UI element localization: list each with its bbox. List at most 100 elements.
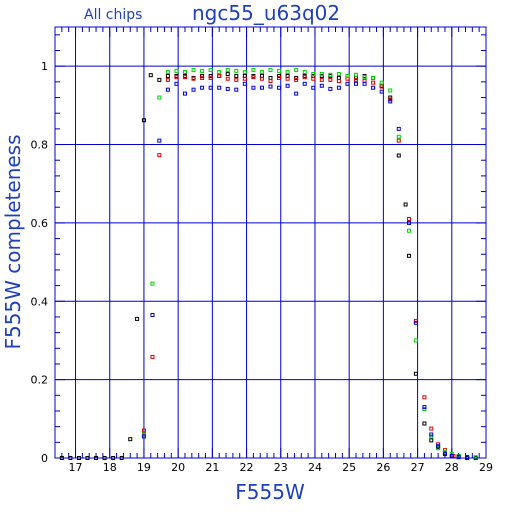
data-point: [157, 77, 162, 82]
data-point: [371, 75, 376, 80]
series-4: [141, 81, 470, 460]
data-point: [208, 85, 213, 90]
data-point: [200, 85, 205, 90]
data-point: [379, 84, 384, 89]
data-point: [354, 77, 359, 82]
y-tick-label: 0.2: [31, 374, 49, 387]
data-point: [174, 68, 179, 73]
data-point: [345, 73, 350, 78]
data-point: [191, 87, 196, 92]
ticks: [54, 27, 487, 459]
data-point: [234, 87, 239, 92]
data-point: [200, 68, 205, 73]
data-point: [217, 70, 222, 75]
data-point: [311, 85, 316, 90]
data-point: [182, 75, 187, 80]
plot-frame: [54, 26, 487, 459]
data-point: [150, 354, 155, 359]
data-point: [354, 81, 359, 86]
data-point: [135, 316, 140, 321]
data-point: [141, 434, 146, 439]
data-point: [396, 153, 401, 158]
data-point: [277, 75, 282, 80]
data-point: [388, 88, 393, 93]
data-point: [259, 85, 264, 90]
data-point: [328, 72, 333, 77]
data-point: [251, 85, 256, 90]
data-point: [225, 72, 230, 77]
y-axis-label: F555W completeness: [1, 134, 25, 349]
data-point: [294, 77, 299, 82]
data-points: [59, 68, 478, 460]
data-point: [200, 75, 205, 80]
data-point: [379, 80, 384, 85]
data-point: [234, 73, 239, 78]
data-point: [285, 83, 290, 88]
data-point: [191, 68, 196, 73]
data-point: [371, 85, 376, 90]
x-tick-label: 24: [308, 461, 322, 474]
data-point: [268, 79, 273, 84]
data-point: [319, 83, 324, 88]
y-tick-label: 0: [41, 452, 48, 465]
data-point: [311, 76, 316, 81]
data-point: [285, 76, 290, 81]
data-point: [277, 85, 282, 90]
data-point: [302, 75, 307, 80]
data-point: [328, 86, 333, 91]
chart-title: ngc55_u63q02: [192, 1, 340, 25]
data-point: [268, 68, 273, 73]
data-point: [242, 76, 247, 81]
data-point: [277, 68, 282, 73]
data-point: [436, 444, 441, 449]
data-point: [268, 84, 273, 89]
data-point: [294, 68, 299, 73]
chart-subtitle: All chips: [84, 7, 142, 23]
data-point: [429, 438, 434, 443]
data-point: [362, 81, 367, 86]
data-point: [217, 73, 222, 78]
x-tick-label: 28: [445, 461, 459, 474]
data-point: [165, 77, 170, 82]
data-point: [336, 72, 341, 77]
y-tick-label: 0.8: [31, 139, 49, 152]
data-point: [242, 70, 247, 75]
data-point: [259, 76, 264, 81]
x-tick-label: 29: [479, 461, 493, 474]
data-point: [182, 91, 187, 96]
data-point: [148, 73, 153, 78]
data-point: [379, 89, 384, 94]
data-point: [234, 68, 239, 73]
data-point: [174, 81, 179, 86]
data-point: [336, 85, 341, 90]
data-point: [294, 91, 299, 96]
data-point: [242, 81, 247, 86]
data-point: [354, 72, 359, 77]
data-point: [157, 138, 162, 143]
data-point: [259, 70, 264, 75]
data-point: [403, 202, 408, 207]
data-point: [225, 86, 230, 91]
data-point: [208, 75, 213, 80]
data-point: [396, 138, 401, 143]
data-point: [174, 75, 179, 80]
y-tick-label: 1: [41, 60, 48, 73]
data-point: [422, 405, 427, 410]
data-point: [319, 77, 324, 82]
data-point: [429, 426, 434, 431]
data-point: [208, 68, 213, 73]
data-point: [150, 312, 155, 317]
data-point: [141, 428, 146, 433]
x-tick-label: 19: [137, 461, 151, 474]
data-point: [442, 452, 447, 457]
data-point: [328, 77, 333, 82]
data-point: [182, 70, 187, 75]
x-tick-label: 25: [342, 461, 356, 474]
data-point: [191, 76, 196, 81]
x-tick-label: 26: [376, 461, 390, 474]
data-point: [251, 75, 256, 80]
data-point: [396, 126, 401, 131]
data-point: [302, 81, 307, 86]
data-point: [422, 421, 427, 426]
